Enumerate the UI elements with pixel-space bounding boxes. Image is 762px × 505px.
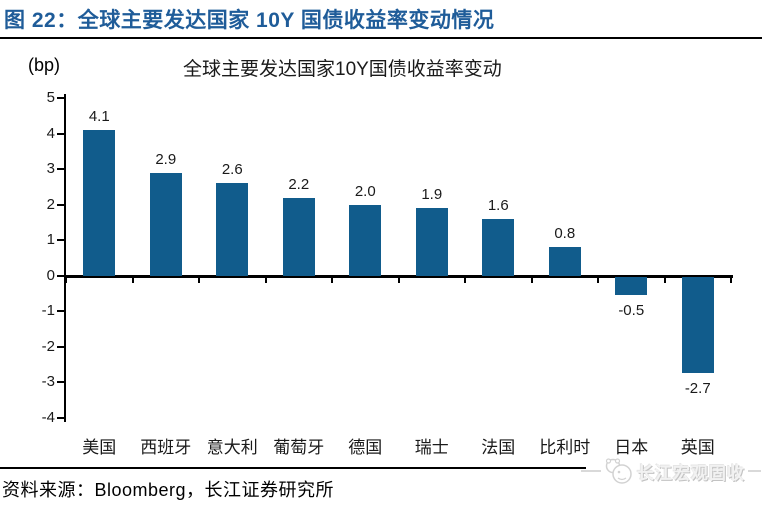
x-axis-tick (530, 277, 533, 283)
x-axis-tick (65, 277, 67, 283)
bar (615, 276, 648, 295)
bar (216, 183, 249, 276)
y-axis-tick (57, 168, 66, 171)
bar-value-label: 1.6 (487, 196, 509, 214)
y-axis-tick (57, 239, 66, 242)
y-axis-tick (57, 132, 66, 135)
x-axis-category-label: 美国 (82, 438, 117, 457)
bar (548, 247, 581, 276)
bar-value-label: -0.5 (618, 301, 645, 319)
bar (415, 208, 448, 276)
y-axis-tick (57, 203, 66, 206)
y-axis-tick (57, 310, 66, 313)
bar-value-label: 2.0 (354, 182, 376, 200)
x-axis-category-label: 比利时 (539, 438, 591, 457)
x-axis-tick (131, 277, 134, 283)
y-axis-tick (57, 417, 66, 419)
x-axis-tick (397, 277, 400, 283)
x-axis-category-label: 英国 (680, 438, 715, 457)
y-axis-tick (57, 97, 66, 99)
bar (149, 172, 182, 276)
y-axis-tick-label: 2 (46, 195, 55, 213)
bar-value-label: 0.8 (554, 225, 576, 243)
x-axis-category-label: 西班牙 (140, 438, 192, 457)
y-axis-tick (57, 381, 66, 384)
y-axis-tick-label: 0 (46, 266, 55, 284)
x-axis-category-label: 葡萄牙 (273, 438, 325, 457)
y-axis-line (64, 94, 66, 422)
y-axis-unit-label: (bp) (28, 55, 61, 75)
x-axis-category-label: 意大利 (206, 438, 258, 457)
y-axis-tick-label: 5 (46, 89, 55, 106)
y-axis-tick-label: 3 (46, 160, 55, 178)
bar-value-label: 1.9 (421, 186, 443, 204)
x-axis-tick (597, 277, 599, 283)
x-axis-tick (331, 277, 333, 283)
bar (482, 218, 515, 276)
y-axis-tick-label: -1 (41, 302, 55, 320)
y-axis-tick-label: 4 (46, 124, 55, 142)
x-axis-category-label: 瑞士 (414, 438, 449, 457)
y-axis-tick-label: -2 (41, 337, 55, 355)
watermark-rule-right (748, 470, 761, 472)
figure-header-title: 图 22：全球主要发达国家 10Y 国债收益率变动情况 (4, 9, 495, 32)
zero-axis-line (64, 274, 733, 278)
y-axis-tick (57, 345, 66, 348)
x-axis-tick (464, 277, 466, 283)
bar-value-label: -2.7 (684, 379, 711, 397)
bar-value-label: 2.9 (155, 150, 177, 168)
watermark-label: 长江宏观固收 (637, 463, 745, 483)
x-axis-category-label: 法国 (481, 438, 516, 457)
x-axis-category-label: 德国 (348, 438, 383, 457)
chart-title: 全球主要发达国家10Y国债收益率变动 (183, 59, 502, 80)
bar-value-label: 4.1 (88, 108, 110, 125)
x-axis-tick (730, 277, 732, 283)
panda-chat-logo-icon (604, 457, 634, 485)
data-source-note: 资料来源：Bloomberg，长江证券研究所 (2, 480, 335, 500)
bar-value-label: 2.2 (288, 175, 310, 193)
footer-divider-line (0, 467, 586, 469)
watermark-rule-left (581, 470, 601, 472)
y-axis-tick (57, 274, 66, 277)
y-axis-tick-label: -4 (41, 409, 55, 426)
x-axis-tick (663, 277, 666, 283)
x-axis-tick (264, 277, 267, 283)
bar-value-label: 2.6 (221, 161, 243, 179)
y-axis-tick-label: 1 (46, 231, 55, 249)
bar (349, 204, 382, 276)
brand-watermark: 长江宏观固收 (581, 455, 761, 487)
bar (83, 130, 116, 276)
bar (282, 197, 315, 276)
header-divider-line (0, 37, 762, 39)
x-axis-category-label: 日本 (614, 438, 649, 457)
x-axis-tick (198, 277, 200, 283)
y-axis-tick-label: -3 (41, 373, 55, 391)
bar (681, 276, 714, 373)
